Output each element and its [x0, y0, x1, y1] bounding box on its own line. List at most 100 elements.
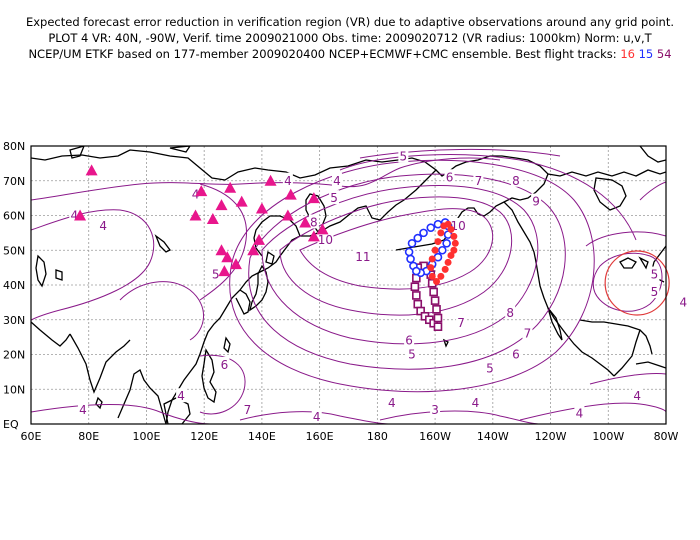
track-purple-point — [410, 282, 420, 292]
latitude-label: 60N — [3, 210, 25, 223]
contour-label: 4 — [679, 295, 687, 309]
contour-label-bg — [632, 388, 643, 403]
coast-hudson-bay — [593, 177, 627, 211]
coast-gulf-mexico — [579, 319, 641, 377]
contour-label: 4 — [192, 188, 200, 202]
observation-triangle — [85, 164, 98, 176]
contour-label: 4 — [472, 396, 480, 410]
latitude-label: 10N — [3, 383, 25, 396]
verification-region-circle — [604, 250, 670, 316]
contour-label: 8 — [506, 306, 514, 320]
observation-triangle — [218, 265, 231, 277]
longitude-label: 120E — [190, 430, 218, 443]
coast-canada-arctic — [547, 169, 666, 177]
contour-label-bg — [484, 360, 495, 375]
longitude-label: 160W — [419, 430, 451, 443]
contour-line — [31, 157, 501, 201]
track-red-point — [451, 239, 459, 247]
track-blue-point — [426, 223, 436, 232]
observation-triangle — [316, 223, 329, 235]
observation-triangle — [224, 181, 237, 193]
observation-triangle — [221, 251, 234, 263]
observation-triangle — [307, 192, 320, 204]
contour-lines — [31, 148, 666, 424]
contour-label: 5 — [400, 149, 408, 163]
contour-label-bg — [510, 346, 521, 361]
track-red-point — [444, 258, 452, 266]
contour-line — [589, 373, 666, 385]
contour-line — [592, 252, 663, 312]
longitude-label: 100W — [592, 430, 624, 443]
contour-label-bg — [678, 294, 689, 309]
contour-label-bg — [311, 409, 322, 424]
observation-triangle — [235, 195, 248, 207]
contour-label: 5 — [486, 361, 494, 375]
contour-label: 4 — [99, 219, 107, 233]
contour-label: 3 — [431, 403, 439, 417]
contour-label: 11 — [355, 250, 370, 264]
contour-label: 5 — [651, 285, 659, 299]
latitude-label: 30N — [3, 314, 25, 327]
contour-line — [31, 209, 155, 321]
observation-triangles — [74, 164, 329, 277]
longitude-label: 120W — [535, 430, 567, 443]
contour-label: 8 — [310, 215, 318, 229]
latitude-labels: 80N 70N 60N 50N 40N 30N 20N 10N EQ — [3, 140, 25, 431]
contour-label-bg — [331, 172, 342, 187]
track-blue-point — [438, 245, 447, 255]
coast-india — [69, 333, 131, 394]
map-title-line-3-text: NCEP/UM ETKF based on 177-member 2009020… — [28, 47, 617, 61]
coast-srilanka — [95, 396, 103, 410]
longitude-label: 80E — [78, 430, 99, 443]
contour-line — [199, 354, 246, 415]
coast-na-west — [503, 201, 615, 377]
contour-label: 10 — [318, 233, 333, 247]
contour-label: 4 — [79, 403, 87, 417]
coast-korea — [235, 289, 251, 315]
observation-triangle — [281, 209, 294, 221]
contour-label-bg — [77, 402, 88, 417]
longitude-label: 100E — [132, 430, 160, 443]
contour-line — [199, 183, 247, 301]
contour-label: 7 — [524, 327, 532, 341]
contour-label-bg — [354, 249, 371, 264]
coast-arabia — [31, 321, 71, 347]
track-red-point — [431, 246, 439, 254]
track-red-point — [427, 264, 435, 272]
contour-label: 7 — [244, 403, 252, 417]
track-red-point — [428, 255, 436, 263]
observation-triangle — [215, 244, 228, 256]
observation-triangle — [253, 233, 266, 245]
track-blue-point — [419, 228, 428, 238]
contour-line — [339, 154, 637, 241]
track-red-point — [441, 265, 449, 273]
contour-label: 6 — [446, 170, 454, 184]
observation-triangle — [74, 209, 87, 221]
observation-triangle — [255, 202, 268, 214]
contour-label-bg — [444, 169, 455, 184]
contour-line — [248, 173, 566, 370]
track-blue-point — [406, 254, 415, 264]
longitude-label: 60E — [21, 430, 42, 443]
contour-label-bg — [456, 315, 467, 330]
contour-label-bg — [242, 402, 253, 417]
latitude-label: 80N — [3, 140, 25, 153]
contour-label: 4 — [177, 389, 185, 403]
map-title-line-3: NCEP/UM ETKF based on 177-member 2009020… — [0, 47, 700, 61]
contour-label: 8 — [512, 174, 520, 188]
track-purple-point — [432, 305, 441, 314]
track-label-blue: 15 — [638, 47, 654, 61]
track-red-point — [437, 229, 445, 237]
contour-label-bg — [176, 388, 187, 403]
coast-indochina — [117, 369, 167, 424]
coast-borneo — [163, 397, 191, 424]
longitude-label: 140W — [477, 430, 509, 443]
contour-label-bg — [98, 217, 109, 232]
latitude-label: EQ — [3, 418, 19, 431]
track-purple-point — [413, 299, 423, 309]
coast-philippines — [201, 348, 217, 404]
contour-label: 6 — [405, 334, 413, 348]
track-blue-point — [413, 233, 423, 243]
latitude-label: 20N — [3, 349, 25, 362]
contour-line — [585, 231, 666, 247]
